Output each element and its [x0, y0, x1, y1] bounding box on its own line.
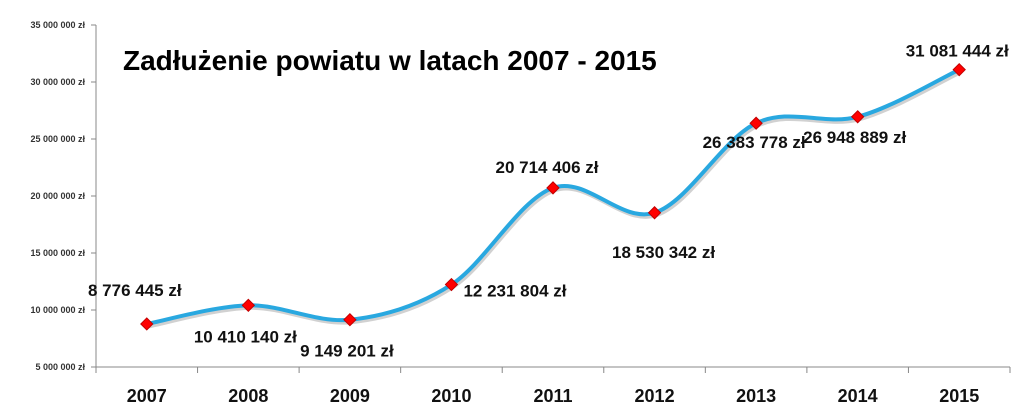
x-tick-label: 2010 — [431, 386, 471, 406]
y-tick-label: 15 000 000 zł — [30, 248, 85, 258]
data-point-marker — [749, 116, 763, 130]
data-point-marker — [850, 110, 865, 124]
y-tick-label: 5 000 000 zł — [35, 362, 85, 372]
x-tick-label: 2013 — [736, 386, 776, 406]
series-group — [140, 62, 966, 331]
x-tick-label: 2011 — [533, 386, 572, 406]
chart-title: Zadłużenie powiatu w latach 2007 - 2015 — [123, 45, 657, 76]
data-label: 20 714 406 zł — [495, 158, 598, 177]
data-label: 26 383 778 zł — [703, 133, 806, 152]
data-label: 8 776 445 zł — [88, 281, 182, 300]
data-label: 31 081 444 zł — [906, 42, 1009, 61]
data-point-marker — [952, 62, 966, 77]
data-label: 26 948 889 zł — [803, 128, 906, 147]
axes — [95, 25, 1010, 368]
y-axis-ticks: 5 000 000 zł 10 000 000 zł 15 000 000 zł 20… — [30, 20, 96, 372]
data-labels: 8 776 445 zł 10 410 140 zł9 149 201 zł 12 … — [88, 42, 1009, 361]
data-label: 10 410 140 zł — [194, 327, 297, 346]
data-label: 9 149 201 zł — [300, 342, 394, 361]
x-tick-label: 2008 — [228, 386, 268, 406]
x-tick-label: 2009 — [330, 386, 370, 406]
data-point-marker — [140, 317, 154, 331]
x-tick-label: 2015 — [939, 386, 979, 406]
data-label: 18 530 342 zł — [612, 243, 715, 262]
y-tick-label: 10 000 000 zł — [30, 305, 85, 315]
data-point-marker — [444, 277, 459, 292]
x-axis-ticks: 2007 2008 2009 2010 2011 2012 2013 2014 2015 — [95, 367, 1011, 406]
x-tick-label: 2014 — [838, 386, 878, 406]
data-point-marker — [546, 181, 560, 195]
data-point-marker — [343, 312, 357, 327]
x-tick-label: 2007 — [127, 386, 167, 406]
y-tick-label: 35 000 000 zł — [30, 20, 85, 30]
y-tick-label: 30 000 000 zł — [30, 77, 85, 87]
data-point-marker — [647, 206, 662, 220]
y-tick-label: 20 000 000 zł — [30, 191, 85, 201]
data-point-marker — [241, 298, 256, 313]
x-tick-label: 2012 — [635, 386, 675, 406]
data-label: 12 231 804 zł — [463, 282, 566, 301]
y-tick-label: 25 000 000 zł — [30, 134, 85, 144]
